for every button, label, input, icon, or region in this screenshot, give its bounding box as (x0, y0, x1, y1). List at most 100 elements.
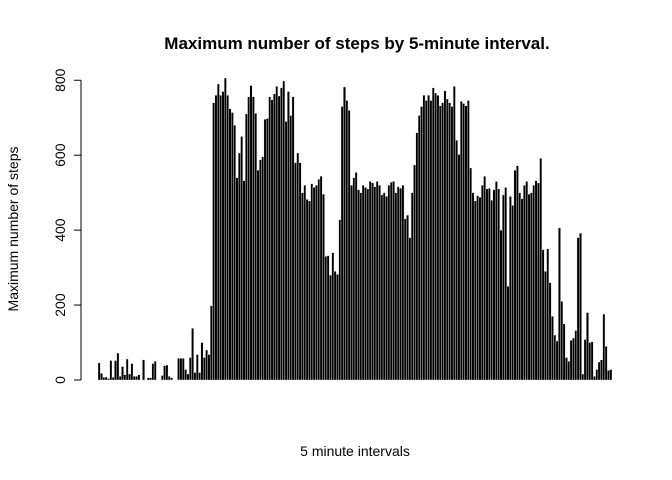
bar (116, 352, 120, 381)
bar (163, 365, 166, 381)
bar (179, 358, 183, 381)
bar (280, 87, 283, 381)
bar (516, 165, 519, 381)
bar (132, 376, 136, 381)
bar (466, 100, 470, 381)
bar (275, 86, 279, 381)
bar (483, 175, 487, 381)
bar (242, 180, 246, 381)
bar (497, 188, 501, 381)
bar (518, 192, 522, 381)
bar (329, 274, 332, 381)
bar (604, 346, 608, 381)
bar (305, 199, 309, 381)
bar (324, 256, 328, 381)
bar (263, 119, 267, 381)
bar (558, 227, 561, 381)
y-tick-label: 600 (52, 143, 68, 167)
bar (588, 342, 592, 381)
bar (441, 102, 444, 381)
bar (595, 369, 599, 381)
bar (406, 214, 409, 381)
bar (478, 196, 482, 381)
bar (520, 198, 524, 381)
bar (576, 237, 580, 381)
bar (312, 187, 316, 381)
bar (245, 113, 248, 381)
bar (431, 87, 435, 381)
bar (317, 178, 321, 381)
bar (338, 219, 342, 381)
bar (480, 184, 484, 381)
bar (410, 192, 414, 381)
x-axis-label: 5 minute intervals (300, 443, 410, 459)
bar (270, 99, 274, 381)
bar (553, 334, 557, 381)
bar (249, 85, 253, 381)
bar (593, 376, 596, 381)
bar (247, 96, 251, 381)
bar (282, 80, 286, 381)
bar (408, 237, 412, 381)
bar (135, 376, 138, 381)
bar (544, 271, 547, 381)
bar (228, 108, 232, 381)
bar (597, 361, 601, 381)
bar (492, 189, 496, 381)
bar (326, 255, 330, 381)
bar (548, 282, 552, 381)
bar (583, 339, 587, 381)
bar (261, 156, 265, 381)
bar (560, 301, 564, 381)
bar (238, 152, 241, 381)
bar (490, 199, 494, 381)
bar (464, 105, 468, 381)
bar (485, 188, 489, 381)
bar (399, 187, 402, 381)
bar (345, 100, 349, 381)
bar (287, 91, 290, 381)
bar (191, 328, 194, 381)
bar (214, 95, 218, 381)
bar (452, 86, 456, 381)
bar (457, 154, 461, 381)
bar (385, 196, 388, 381)
bar (506, 286, 510, 381)
bar (469, 167, 472, 381)
bar (530, 192, 533, 381)
bar (123, 374, 127, 381)
bar (382, 192, 386, 381)
bar (357, 189, 360, 381)
bar (422, 95, 426, 381)
bar (240, 136, 244, 381)
bar (572, 337, 575, 381)
bar (256, 169, 260, 381)
bar (366, 188, 370, 381)
bar (219, 95, 223, 381)
bar (600, 359, 603, 381)
bar (555, 340, 559, 381)
bar (525, 181, 529, 381)
bar (541, 249, 545, 381)
bar (226, 95, 230, 381)
bar (551, 316, 554, 381)
bar (336, 274, 339, 381)
bar (235, 177, 239, 381)
bar (539, 158, 543, 381)
bar (527, 193, 531, 381)
bar (499, 229, 503, 381)
bar (333, 271, 337, 381)
bar (252, 96, 255, 381)
bar (513, 169, 517, 381)
bar (590, 341, 594, 381)
bar (259, 159, 262, 381)
bar (118, 376, 122, 381)
bar (137, 374, 141, 381)
bar (308, 200, 311, 381)
bar (361, 184, 365, 381)
bar (511, 205, 515, 381)
bar (268, 96, 272, 381)
bar (459, 101, 463, 381)
bar (537, 182, 540, 381)
bar (188, 357, 192, 381)
